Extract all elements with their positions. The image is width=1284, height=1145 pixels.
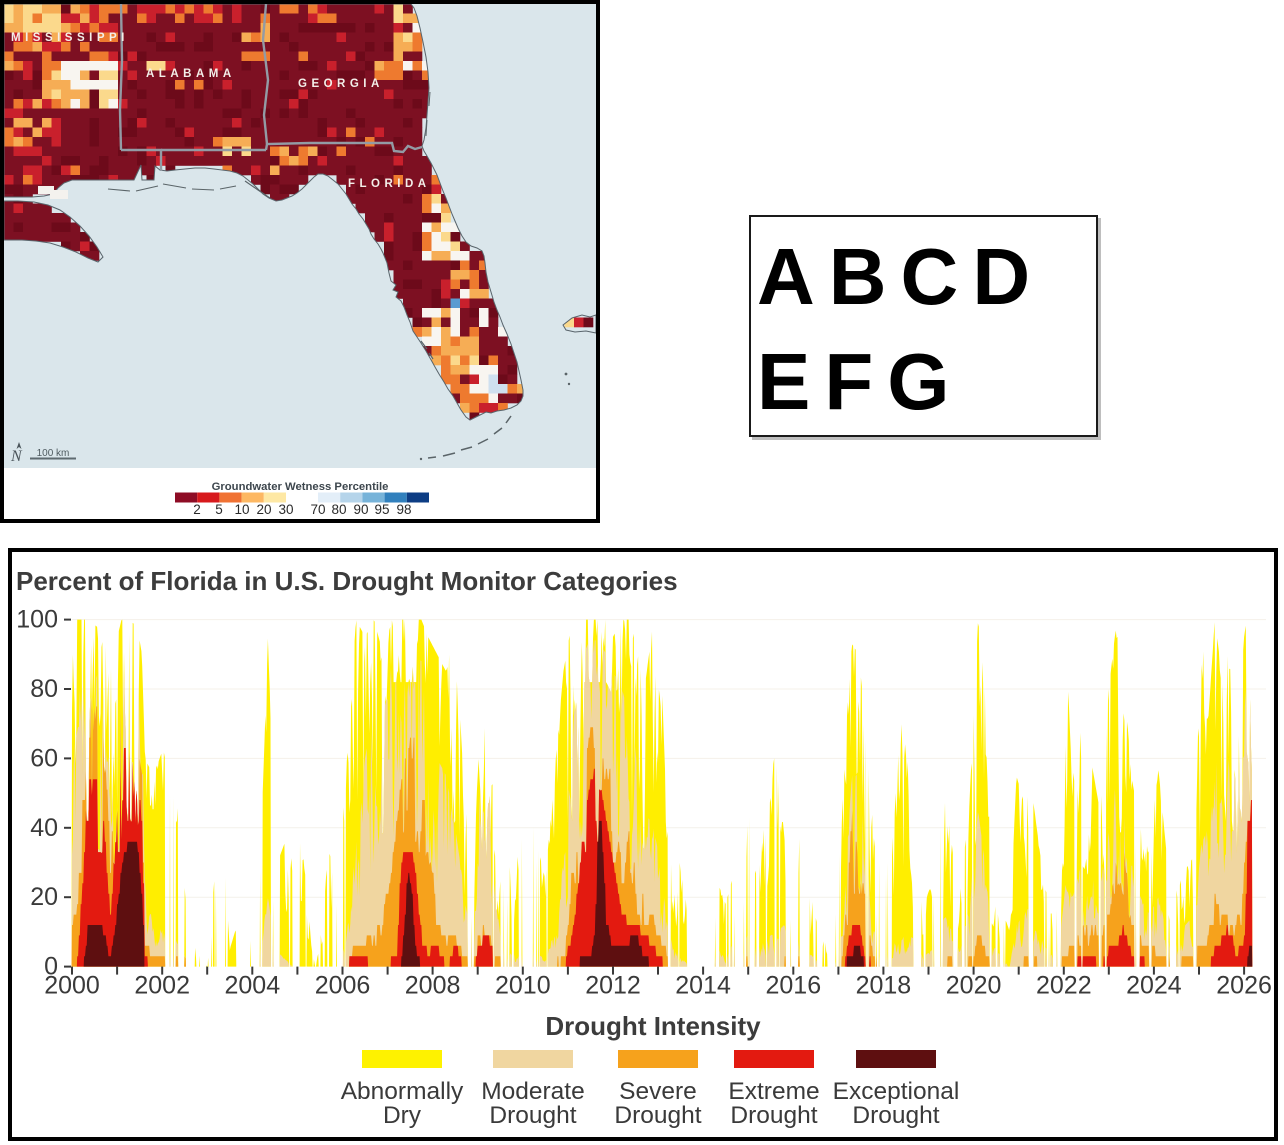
- svg-text:Drought: Drought: [852, 1102, 939, 1129]
- svg-text:MISSISSIPPI: MISSISSIPPI: [11, 32, 129, 44]
- svg-text:100 km: 100 km: [37, 448, 70, 459]
- svg-text:2000: 2000: [44, 972, 100, 1000]
- svg-text:2014: 2014: [675, 972, 731, 1000]
- svg-text:FLORIDA: FLORIDA: [348, 178, 431, 190]
- svg-text:2022: 2022: [1036, 972, 1092, 1000]
- svg-text:10: 10: [234, 502, 249, 517]
- svg-text:40: 40: [30, 814, 58, 842]
- svg-text:Extreme: Extreme: [728, 1078, 819, 1105]
- svg-text:60: 60: [30, 744, 58, 772]
- svg-text:Drought: Drought: [614, 1102, 701, 1129]
- svg-text:Groundwater Wetness Percentile: Groundwater Wetness Percentile: [212, 481, 389, 493]
- svg-text:2004: 2004: [224, 972, 280, 1000]
- svg-text:Moderate: Moderate: [481, 1078, 585, 1105]
- svg-text:20: 20: [30, 883, 58, 911]
- svg-text:30: 30: [278, 502, 293, 517]
- svg-text:2020: 2020: [946, 972, 1002, 1000]
- svg-text:2026: 2026: [1216, 972, 1272, 1000]
- svg-text:GEORGIA: GEORGIA: [298, 78, 384, 90]
- svg-text:2016: 2016: [765, 972, 821, 1000]
- svg-text:2008: 2008: [405, 972, 461, 1000]
- svg-text:5: 5: [215, 502, 223, 517]
- svg-text:Drought: Drought: [730, 1102, 817, 1129]
- svg-text:20: 20: [256, 502, 271, 517]
- svg-text:2024: 2024: [1126, 972, 1182, 1000]
- svg-text:2018: 2018: [856, 972, 912, 1000]
- svg-text:Abnormally: Abnormally: [341, 1078, 464, 1105]
- svg-text:90: 90: [353, 502, 368, 517]
- svg-text:Dry: Dry: [383, 1102, 422, 1129]
- svg-text:Drought Intensity: Drought Intensity: [545, 1011, 761, 1041]
- svg-text:80: 80: [331, 502, 346, 517]
- svg-text:0: 0: [44, 953, 58, 981]
- svg-text:95: 95: [374, 502, 389, 517]
- svg-text:70: 70: [310, 502, 325, 517]
- svg-text:2006: 2006: [315, 972, 371, 1000]
- svg-text:N: N: [10, 448, 23, 465]
- svg-text:80: 80: [30, 675, 58, 703]
- svg-text:Percent of Florida in U.S. Dro: Percent of Florida in U.S. Drought Monit…: [16, 566, 678, 596]
- svg-text:100: 100: [16, 606, 58, 634]
- svg-text:98: 98: [396, 502, 411, 517]
- svg-text:2002: 2002: [134, 972, 190, 1000]
- svg-text:2: 2: [193, 502, 201, 517]
- svg-text:Drought: Drought: [489, 1102, 576, 1129]
- svg-text:2010: 2010: [495, 972, 551, 1000]
- svg-text:ALABAMA: ALABAMA: [146, 68, 236, 80]
- svg-text:Exceptional: Exceptional: [833, 1078, 960, 1105]
- svg-text:2012: 2012: [585, 972, 641, 1000]
- svg-text:Severe: Severe: [619, 1078, 697, 1105]
